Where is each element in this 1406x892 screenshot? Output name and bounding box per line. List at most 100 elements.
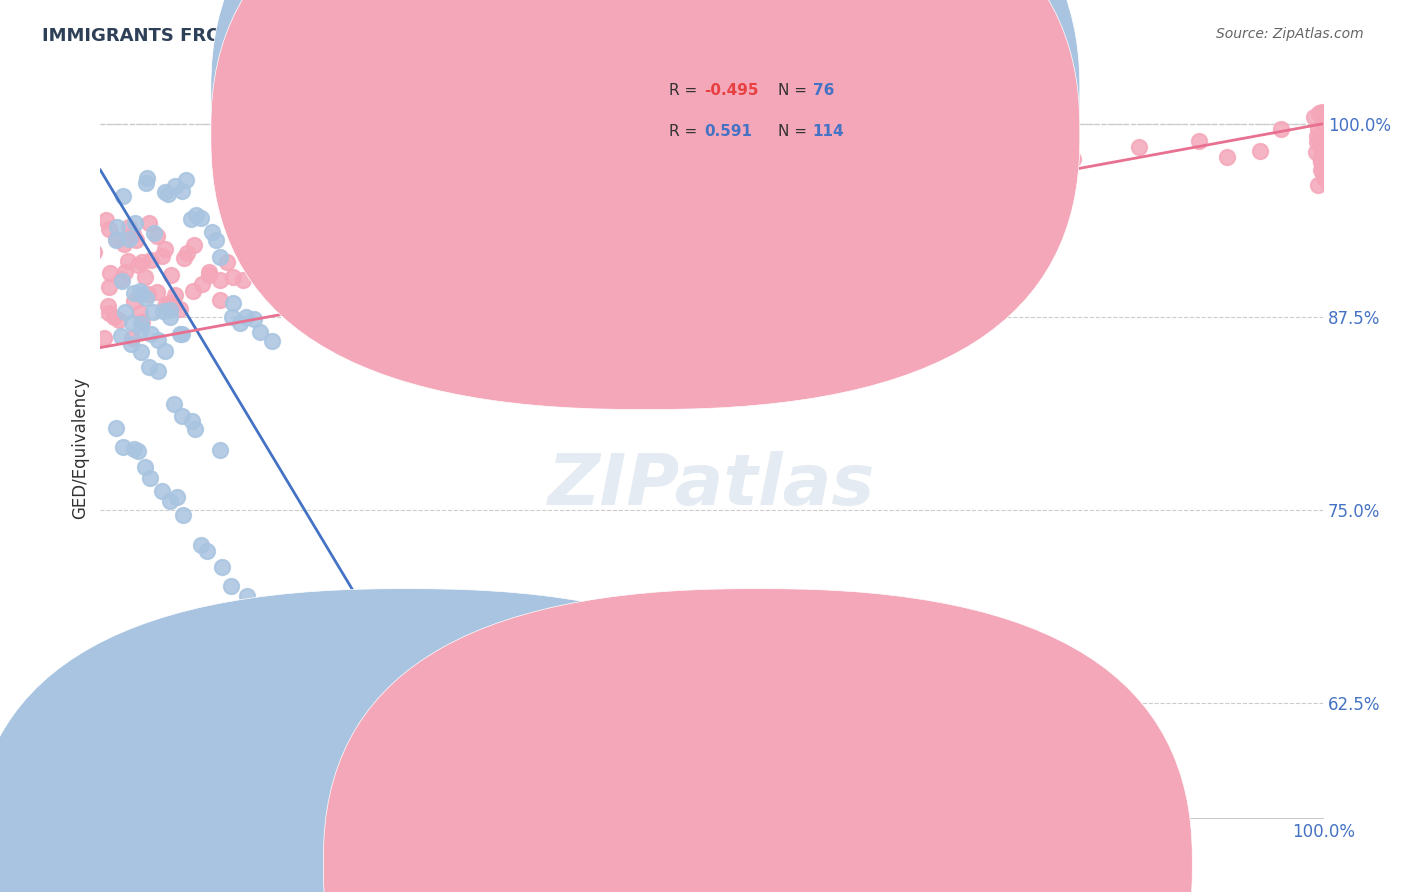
- Point: [418, 698, 440, 713]
- Point: [1317, 141, 1340, 155]
- Point: [456, 199, 478, 213]
- Point: [146, 285, 169, 299]
- Point: [138, 216, 160, 230]
- Point: [125, 233, 148, 247]
- Point: [197, 544, 219, 558]
- Point: [1303, 110, 1326, 124]
- Point: [104, 421, 127, 435]
- Point: [83, 245, 105, 260]
- Point: [114, 265, 136, 279]
- Point: [267, 269, 290, 284]
- Point: [111, 188, 134, 202]
- Point: [1315, 147, 1337, 161]
- Point: [104, 232, 127, 246]
- Point: [329, 251, 352, 265]
- Point: [124, 442, 146, 456]
- Point: [153, 344, 176, 359]
- Point: [121, 316, 143, 330]
- Point: [236, 589, 259, 603]
- Point: [1316, 122, 1339, 136]
- Point: [143, 226, 166, 240]
- Point: [221, 578, 243, 592]
- Point: [190, 538, 212, 552]
- Point: [1316, 176, 1339, 190]
- Point: [129, 345, 152, 359]
- Point: [1312, 143, 1334, 157]
- Point: [127, 258, 149, 272]
- Point: [139, 471, 162, 485]
- Point: [174, 173, 197, 187]
- Point: [357, 214, 380, 228]
- Text: Source: ZipAtlas.com: Source: ZipAtlas.com: [1216, 27, 1364, 41]
- Point: [1309, 155, 1331, 169]
- Point: [357, 691, 380, 706]
- Point: [172, 508, 194, 522]
- Point: [157, 296, 180, 310]
- Point: [190, 211, 212, 226]
- Point: [1310, 157, 1333, 171]
- Point: [1305, 145, 1327, 159]
- Point: [136, 170, 159, 185]
- Point: [172, 326, 194, 341]
- Point: [1062, 153, 1084, 167]
- Point: [142, 304, 165, 318]
- Point: [1306, 129, 1329, 144]
- Text: 114: 114: [813, 124, 844, 138]
- Point: [1312, 123, 1334, 137]
- Point: [1270, 121, 1292, 136]
- Point: [121, 227, 143, 241]
- Point: [1313, 158, 1336, 172]
- Point: [159, 493, 181, 508]
- Point: [1312, 167, 1334, 181]
- Point: [128, 306, 150, 320]
- Point: [124, 216, 146, 230]
- Point: [181, 414, 204, 428]
- Point: [146, 364, 169, 378]
- Point: [235, 310, 257, 324]
- Point: [111, 274, 134, 288]
- Point: [117, 220, 139, 235]
- Text: R =: R =: [669, 124, 697, 138]
- Point: [173, 251, 195, 265]
- Point: [294, 634, 316, 648]
- Point: [120, 337, 142, 351]
- Point: [249, 325, 271, 339]
- Point: [246, 248, 269, 262]
- Point: [1310, 162, 1333, 177]
- Point: [1309, 149, 1331, 163]
- Point: [105, 233, 128, 247]
- Point: [1010, 162, 1032, 177]
- Text: 76: 76: [813, 84, 834, 98]
- Point: [1313, 129, 1336, 144]
- Point: [695, 195, 717, 210]
- Point: [943, 173, 966, 187]
- Point: [124, 285, 146, 300]
- Point: [184, 208, 207, 222]
- Point: [134, 460, 156, 475]
- Point: [243, 312, 266, 326]
- Point: [160, 268, 183, 282]
- Point: [96, 213, 118, 227]
- Point: [180, 211, 202, 226]
- Point: [1187, 134, 1209, 148]
- Point: [110, 272, 132, 286]
- Text: ZIPatlas: ZIPatlas: [548, 450, 876, 519]
- Point: [1316, 142, 1339, 156]
- Point: [209, 293, 232, 307]
- Point: [98, 306, 121, 320]
- Point: [111, 440, 134, 454]
- Point: [129, 287, 152, 301]
- Point: [134, 270, 156, 285]
- Point: [759, 178, 782, 193]
- Text: Immigrants from Somalia: Immigrants from Somalia: [437, 859, 631, 874]
- Point: [209, 250, 232, 264]
- Point: [232, 272, 254, 286]
- Point: [250, 617, 273, 632]
- Point: [1312, 153, 1334, 168]
- Point: [159, 310, 181, 325]
- Point: [1312, 161, 1334, 176]
- Point: [1309, 153, 1331, 168]
- Point: [1313, 136, 1336, 150]
- Point: [1315, 130, 1337, 145]
- Point: [229, 316, 252, 330]
